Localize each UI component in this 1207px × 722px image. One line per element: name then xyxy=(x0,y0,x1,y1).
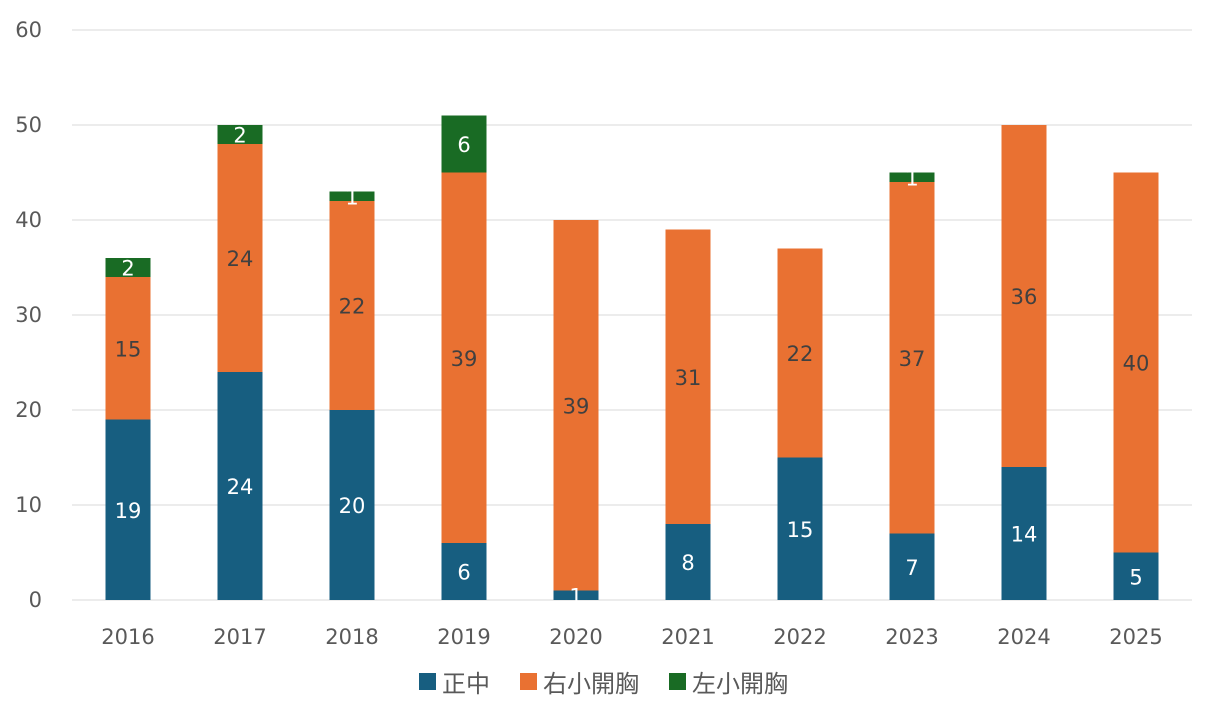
legend-label: 左小開胸 xyxy=(692,670,788,698)
x-tick-label: 2024 xyxy=(997,625,1050,649)
y-tick-label: 50 xyxy=(15,113,42,137)
bar-segment xyxy=(329,201,375,410)
bar-segment xyxy=(329,410,375,600)
data-label: 14 xyxy=(1011,523,1038,547)
legend-swatch-icon xyxy=(669,673,686,690)
data-label: 5 xyxy=(1129,565,1142,589)
bar-segment xyxy=(1113,552,1159,600)
legend-swatch-icon xyxy=(520,673,537,690)
bar-segment xyxy=(665,524,711,600)
x-tick-label: 2022 xyxy=(773,625,826,649)
legend-item: 左小開胸 xyxy=(669,664,788,699)
data-label: 8 xyxy=(681,551,694,575)
x-tick-label: 2023 xyxy=(885,625,938,649)
bar-segment xyxy=(441,543,487,600)
data-label: 22 xyxy=(339,295,366,319)
bar-segment xyxy=(217,125,263,144)
bar-segment xyxy=(329,191,375,201)
data-label: 39 xyxy=(451,347,478,371)
bar-segment xyxy=(1001,125,1047,467)
y-tick-label: 0 xyxy=(29,588,42,612)
data-label: 1 xyxy=(345,185,358,209)
legend-label: 右小開胸 xyxy=(543,670,639,698)
data-label: 24 xyxy=(227,475,254,499)
data-label: 1 xyxy=(569,584,582,608)
bar-segment xyxy=(665,229,711,524)
x-tick-label: 2016 xyxy=(101,625,154,649)
bar-segment xyxy=(553,220,599,591)
bars xyxy=(105,115,1159,600)
bar-segment xyxy=(217,372,263,600)
x-tick-label: 2019 xyxy=(437,625,490,649)
x-tick-label: 2021 xyxy=(661,625,714,649)
x-axis: 2016 2017 2018 2019 2020 2021 2022 2023 2024 2025 xyxy=(101,625,1162,649)
x-tick-label: 2018 xyxy=(325,625,378,649)
legend-item: 右小開胸 xyxy=(520,664,639,699)
data-label: 15 xyxy=(787,518,814,542)
bar-segment xyxy=(441,172,487,543)
data-label: 1 xyxy=(905,166,918,190)
data-label: 19 xyxy=(115,499,142,523)
y-tick-label: 60 xyxy=(15,18,42,42)
y-tick-label: 30 xyxy=(15,303,42,327)
bar-segment xyxy=(1001,467,1047,600)
data-label: 15 xyxy=(115,337,142,361)
data-labels: 19 15 2 24 24 2 20 22 1 6 39 6 1 39 8 31 15 22 7 37 1 14 36 5 40 xyxy=(115,124,1150,609)
legend-label: 正中 xyxy=(442,670,490,698)
bar-segment xyxy=(889,182,935,534)
bar-segment xyxy=(217,144,263,372)
x-tick-label: 2025 xyxy=(1109,625,1162,649)
x-tick-label: 2017 xyxy=(213,625,266,649)
bar-segment xyxy=(441,115,487,173)
legend-swatch-icon xyxy=(419,673,436,690)
bar-segment xyxy=(1113,172,1159,553)
bar-segment xyxy=(105,419,151,600)
y-tick-label: 20 xyxy=(15,398,42,422)
bar-segment xyxy=(105,277,151,420)
data-label: 2 xyxy=(233,124,246,148)
data-label: 36 xyxy=(1011,285,1038,309)
legend-item: 正中 xyxy=(419,664,490,699)
y-tick-label: 10 xyxy=(15,493,42,517)
data-label: 40 xyxy=(1123,352,1150,376)
data-label: 7 xyxy=(905,556,918,580)
data-label: 24 xyxy=(227,247,254,271)
data-label: 31 xyxy=(675,366,702,390)
bar-segment xyxy=(105,258,151,277)
data-label: 22 xyxy=(787,342,814,366)
data-label: 6 xyxy=(457,133,470,157)
bar-segment xyxy=(777,248,823,458)
bar-segment xyxy=(889,533,935,600)
data-label: 2 xyxy=(121,257,134,281)
y-axis: 0 10 20 30 40 50 60 xyxy=(15,18,42,612)
legend: 正中 右小開胸 左小開胸 xyxy=(0,664,1207,699)
y-tick-label: 40 xyxy=(15,208,42,232)
data-label: 37 xyxy=(899,347,926,371)
data-label: 39 xyxy=(563,394,590,418)
bar-segment xyxy=(777,457,823,600)
bar-segment xyxy=(553,590,599,600)
data-label: 20 xyxy=(339,494,366,518)
x-tick-label: 2020 xyxy=(549,625,602,649)
data-label: 6 xyxy=(457,561,470,585)
bar-segment xyxy=(889,172,935,182)
